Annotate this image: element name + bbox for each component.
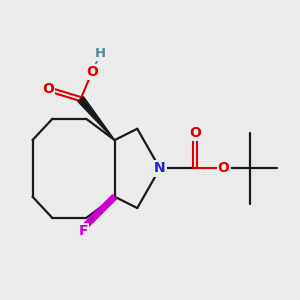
Text: O: O (42, 82, 54, 96)
Text: H: H (95, 47, 106, 60)
Text: O: O (189, 126, 201, 140)
Polygon shape (78, 97, 115, 140)
Text: F: F (79, 224, 88, 238)
Text: O: O (86, 65, 98, 79)
Text: O: O (218, 161, 230, 176)
Polygon shape (82, 195, 117, 230)
Text: N: N (154, 161, 166, 176)
